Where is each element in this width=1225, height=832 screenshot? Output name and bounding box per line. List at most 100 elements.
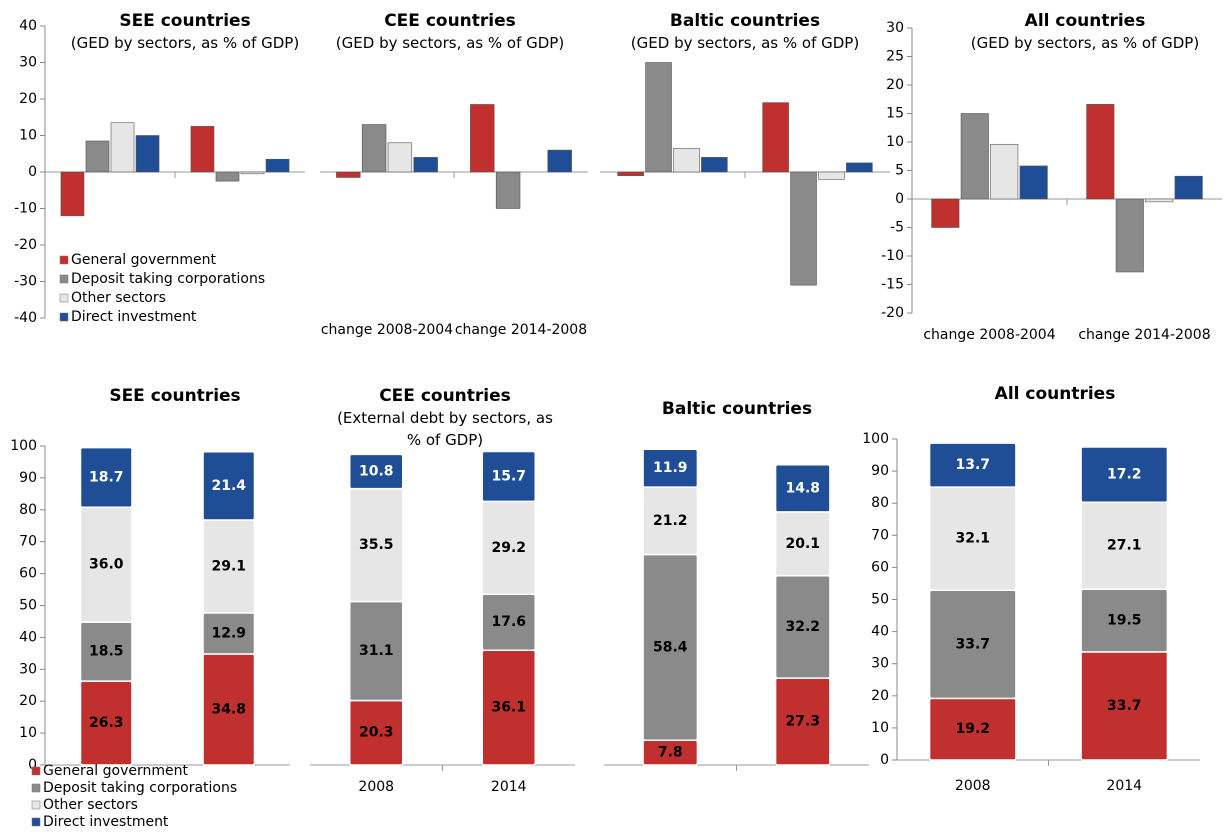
y-tick-label: 30 [19,55,37,71]
chart-title: All countries [1024,11,1146,31]
value-label: 32.1 [955,531,990,547]
bar [413,157,438,173]
value-label: 17.2 [1107,467,1142,483]
legend-swatch [59,255,69,265]
chart-title: CEE countries [384,11,516,31]
y-tick-label: 80 [19,502,37,518]
y-tick-label: 0 [28,757,37,773]
value-label: 15.7 [491,468,526,484]
y-tick-label: 5 [895,163,904,179]
legend-swatch [59,293,69,303]
y-tick-label: -15 [881,277,904,293]
legend-swatch [31,800,41,810]
legend-label: Other sectors [71,290,166,306]
y-tick-label: 10 [886,134,904,150]
chart-title: SEE countries [109,386,241,406]
value-label: 35.5 [359,537,394,553]
y-tick-label: 0 [880,752,889,768]
x-tick-label: change 2008-2004 [923,327,1055,343]
value-label: 29.1 [211,558,246,574]
chart-subtitle: (External debt by sectors, as % of GDP) [337,409,553,449]
value-label: 12.9 [211,625,246,641]
bar [110,122,135,173]
legend-label: Deposit taking corporations [43,780,237,796]
value-label: 7.8 [658,745,683,761]
bar [645,62,672,173]
legend-swatch [31,766,41,776]
bar [240,171,265,175]
chart-title: CEE countries [379,386,511,406]
y-tick-label: 70 [19,534,37,550]
value-label: 21.4 [211,478,246,494]
bar [495,171,521,209]
bar-segment [481,450,536,503]
y-tick-label: 0 [28,164,37,180]
y-tick-label: 90 [871,463,889,479]
y-tick-label: 50 [19,598,37,614]
bar [762,102,789,173]
value-label: 13.7 [955,457,990,473]
chart-title-block: SEE countries [35,385,315,407]
y-tick-label: 40 [19,629,37,645]
value-label: 36.0 [89,557,124,573]
bar-segment [642,448,699,488]
bar [470,104,495,173]
y-tick-label: 20 [19,91,37,107]
value-label: 21.2 [653,513,688,529]
y-tick-label: 30 [19,661,37,677]
chart-title-block: All countries (GED by sectors, as % of GD… [945,10,1225,54]
y-tick-label: -30 [14,274,37,290]
y-tick-label: 50 [871,592,889,608]
x-tick-label: change 2014-2008 [1078,327,1210,343]
bar [990,143,1019,200]
bar-segment [774,464,831,513]
value-label: 20.3 [359,725,394,741]
value-label: 29.2 [491,540,526,556]
y-tick-label: 30 [871,656,889,672]
bar [336,171,361,178]
y-tick-label: -40 [14,310,37,326]
bar [361,124,387,173]
bar-segment [349,453,404,490]
bar-segment [79,446,133,508]
bar-segment [202,450,256,521]
bar [846,162,873,173]
chart-subtitle: (GED by sectors, as % of GDP) [335,34,565,52]
y-tick-label: 10 [19,128,37,144]
value-label: 18.7 [89,469,124,485]
legend-swatch [31,817,41,827]
value-label: 27.1 [1107,538,1142,554]
y-tick-label: 20 [19,693,37,709]
value-label: 32.2 [785,619,820,635]
bar [818,171,845,180]
value-label: 58.4 [653,639,688,655]
x-tick-label: 2008 [358,779,394,795]
x-tick-label: 2014 [1106,778,1142,794]
chart-subtitle: (GED by sectors, as % of GDP) [970,34,1200,52]
legend-label: Direct investment [43,814,169,830]
y-tick-label: 60 [871,559,889,575]
bar [1115,198,1144,273]
y-tick-label: 20 [886,77,904,93]
chart-subtitle: (GED by sectors, as % of GDP) [70,34,300,52]
value-label: 17.6 [491,614,526,630]
value-label: 10.8 [359,463,394,479]
legend-label: Other sectors [43,797,138,813]
chart-title-block: SEE countries (GED by sectors, as % of GD… [45,10,325,54]
bar [673,147,700,173]
value-label: 33.7 [1107,698,1142,714]
value-label: 26.3 [89,715,124,731]
y-tick-label: 20 [871,688,889,704]
y-tick-label: 70 [871,527,889,543]
y-tick-label: 40 [19,18,37,34]
chart-title-block: CEE countries (External debt by sectors, … [330,385,560,451]
chart-subtitle: (GED by sectors, as % of GDP) [630,34,860,52]
bar [931,198,960,228]
y-tick-label: 15 [886,106,904,122]
value-label: 11.9 [653,460,688,476]
value-label: 19.5 [1107,613,1142,629]
legend-label: Deposit taking corporations [71,271,265,287]
x-tick-label: 2014 [491,779,527,795]
bar [387,142,413,173]
